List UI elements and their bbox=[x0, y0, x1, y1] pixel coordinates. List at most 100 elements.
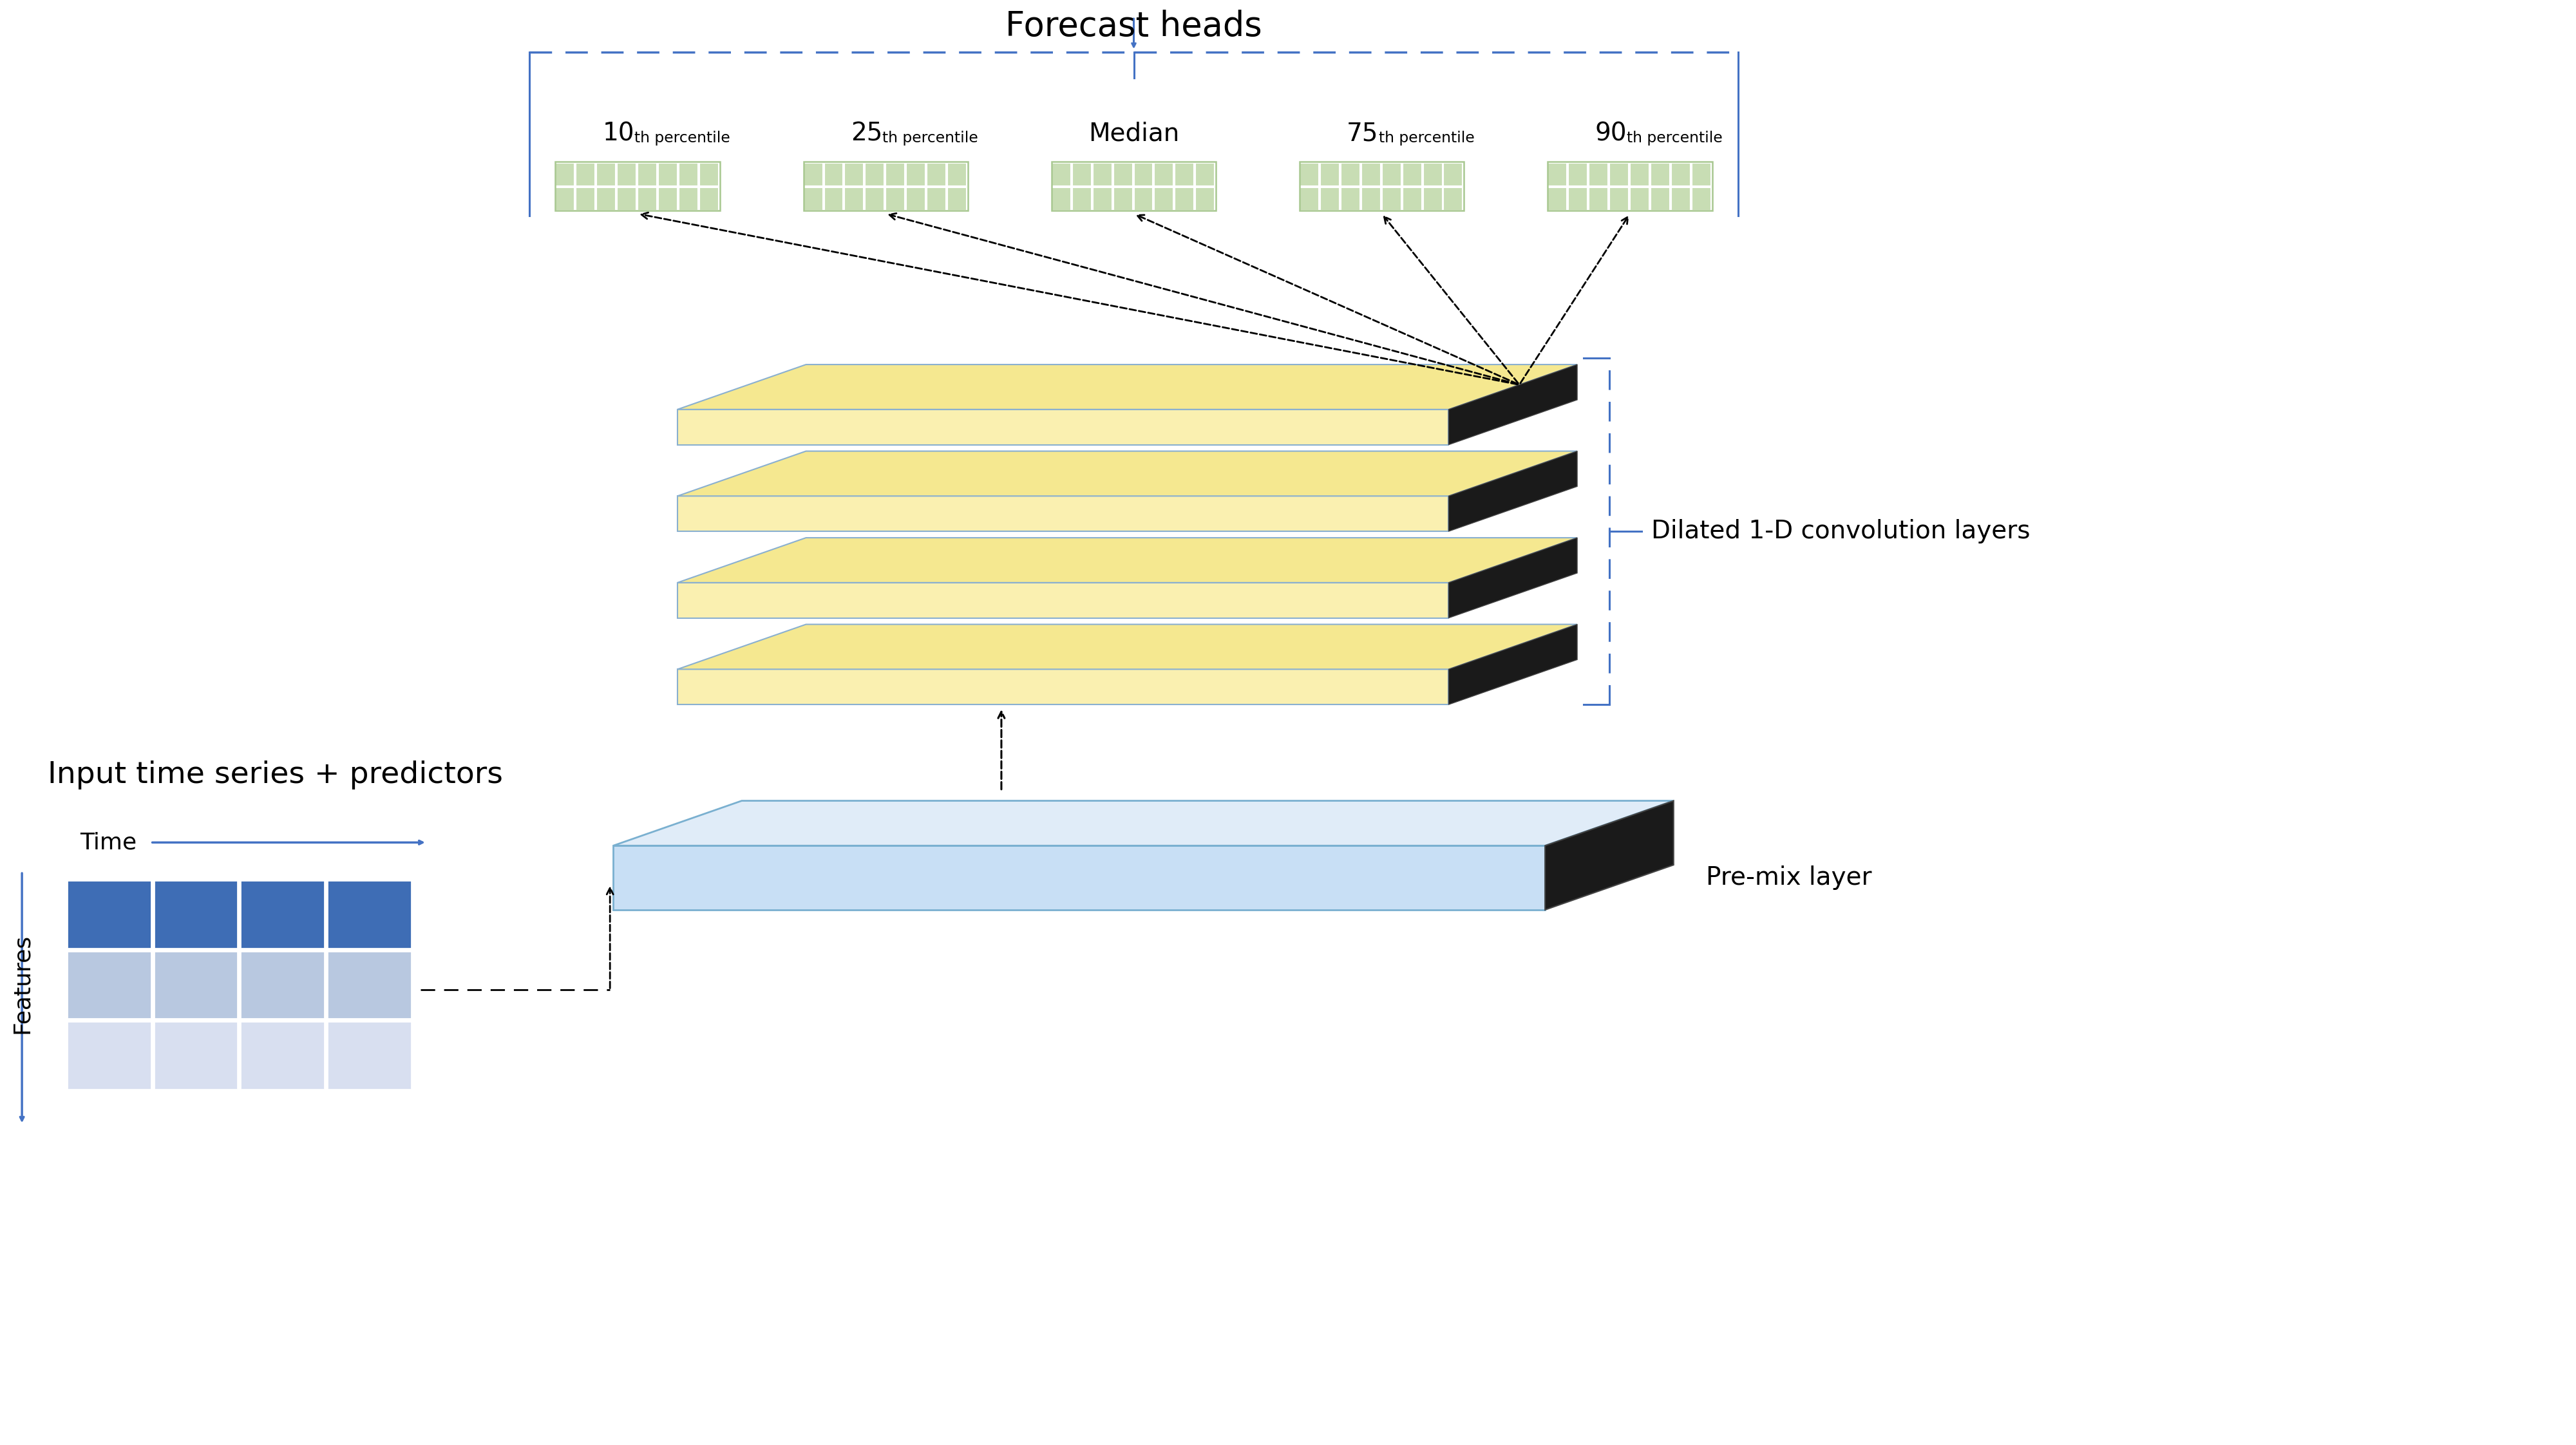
Bar bbox=[1443, 188, 1463, 211]
Bar bbox=[698, 188, 719, 211]
Text: 10: 10 bbox=[603, 121, 634, 146]
Bar bbox=[948, 188, 966, 211]
Text: 25: 25 bbox=[850, 121, 884, 146]
Bar bbox=[1548, 162, 1713, 211]
Bar bbox=[1072, 188, 1092, 211]
Bar bbox=[327, 880, 412, 948]
Bar bbox=[1133, 188, 1154, 211]
Bar bbox=[1133, 163, 1154, 186]
Bar bbox=[155, 951, 237, 1019]
Bar bbox=[1692, 188, 1710, 211]
Bar bbox=[866, 188, 884, 211]
Bar bbox=[1051, 163, 1072, 186]
Text: Median: Median bbox=[1087, 121, 1180, 146]
Polygon shape bbox=[1448, 364, 1577, 445]
Bar bbox=[1548, 163, 1566, 186]
Bar bbox=[1154, 188, 1175, 211]
Bar bbox=[1401, 188, 1422, 211]
Bar bbox=[1443, 163, 1463, 186]
Bar bbox=[1092, 188, 1113, 211]
Bar bbox=[240, 1022, 325, 1090]
Text: Dilated 1-D convolution layers: Dilated 1-D convolution layers bbox=[1651, 519, 2030, 543]
Bar bbox=[886, 188, 904, 211]
Bar bbox=[927, 163, 945, 186]
Text: 75: 75 bbox=[1347, 121, 1378, 146]
Bar bbox=[824, 163, 842, 186]
Bar bbox=[1360, 163, 1381, 186]
Bar bbox=[1569, 188, 1587, 211]
Bar bbox=[1589, 188, 1607, 211]
Bar bbox=[67, 1022, 152, 1090]
Bar bbox=[327, 951, 412, 1019]
Bar bbox=[1092, 163, 1113, 186]
Bar bbox=[639, 188, 657, 211]
Bar bbox=[907, 188, 925, 211]
Bar bbox=[1569, 163, 1587, 186]
Bar bbox=[1422, 188, 1443, 211]
Bar bbox=[327, 1022, 412, 1090]
Bar bbox=[659, 163, 677, 186]
Bar bbox=[1298, 163, 1319, 186]
Text: th percentile: th percentile bbox=[884, 131, 979, 146]
Bar bbox=[1589, 163, 1607, 186]
Bar bbox=[659, 188, 677, 211]
Bar bbox=[907, 163, 925, 186]
Text: Features: Features bbox=[10, 933, 33, 1033]
Bar bbox=[577, 163, 595, 186]
Bar bbox=[1195, 163, 1216, 186]
Bar bbox=[1298, 188, 1319, 211]
Bar bbox=[1340, 163, 1360, 186]
Polygon shape bbox=[677, 364, 1577, 409]
Bar bbox=[1401, 163, 1422, 186]
Bar bbox=[1175, 188, 1195, 211]
Text: Time: Time bbox=[80, 831, 137, 854]
Text: th percentile: th percentile bbox=[634, 131, 729, 146]
Bar bbox=[804, 162, 969, 211]
Polygon shape bbox=[677, 538, 1577, 582]
Bar bbox=[1113, 188, 1133, 211]
Polygon shape bbox=[677, 451, 1577, 496]
Bar bbox=[1651, 163, 1669, 186]
Bar bbox=[1692, 163, 1710, 186]
Bar bbox=[948, 163, 966, 186]
Text: th percentile: th percentile bbox=[1625, 131, 1723, 146]
Bar bbox=[845, 163, 863, 186]
Bar bbox=[1548, 188, 1566, 211]
Polygon shape bbox=[677, 624, 1577, 669]
Bar bbox=[1651, 188, 1669, 211]
Bar bbox=[824, 188, 842, 211]
Bar bbox=[1610, 188, 1628, 211]
Polygon shape bbox=[1448, 451, 1577, 532]
Bar bbox=[1672, 188, 1690, 211]
Polygon shape bbox=[677, 496, 1448, 532]
Polygon shape bbox=[1546, 801, 1674, 910]
Bar bbox=[698, 163, 719, 186]
Polygon shape bbox=[613, 845, 1546, 910]
Polygon shape bbox=[613, 801, 1674, 845]
Bar bbox=[67, 880, 152, 948]
Polygon shape bbox=[677, 409, 1448, 445]
Bar bbox=[1319, 188, 1340, 211]
Bar bbox=[1672, 163, 1690, 186]
Polygon shape bbox=[677, 669, 1448, 705]
Bar bbox=[1360, 188, 1381, 211]
Bar bbox=[1340, 188, 1360, 211]
Bar bbox=[1610, 163, 1628, 186]
Bar bbox=[804, 163, 822, 186]
Bar bbox=[1422, 163, 1443, 186]
Bar bbox=[927, 188, 945, 211]
Bar bbox=[677, 163, 698, 186]
Bar bbox=[1154, 163, 1175, 186]
Bar bbox=[240, 951, 325, 1019]
Polygon shape bbox=[1448, 538, 1577, 618]
Bar bbox=[598, 188, 616, 211]
Bar bbox=[240, 880, 325, 948]
Bar bbox=[1051, 188, 1072, 211]
Polygon shape bbox=[1448, 624, 1577, 705]
Bar bbox=[804, 188, 822, 211]
Bar bbox=[886, 163, 904, 186]
Bar bbox=[618, 163, 636, 186]
Bar bbox=[155, 880, 237, 948]
Text: Pre-mix layer: Pre-mix layer bbox=[1705, 866, 1873, 890]
Bar bbox=[1072, 163, 1092, 186]
